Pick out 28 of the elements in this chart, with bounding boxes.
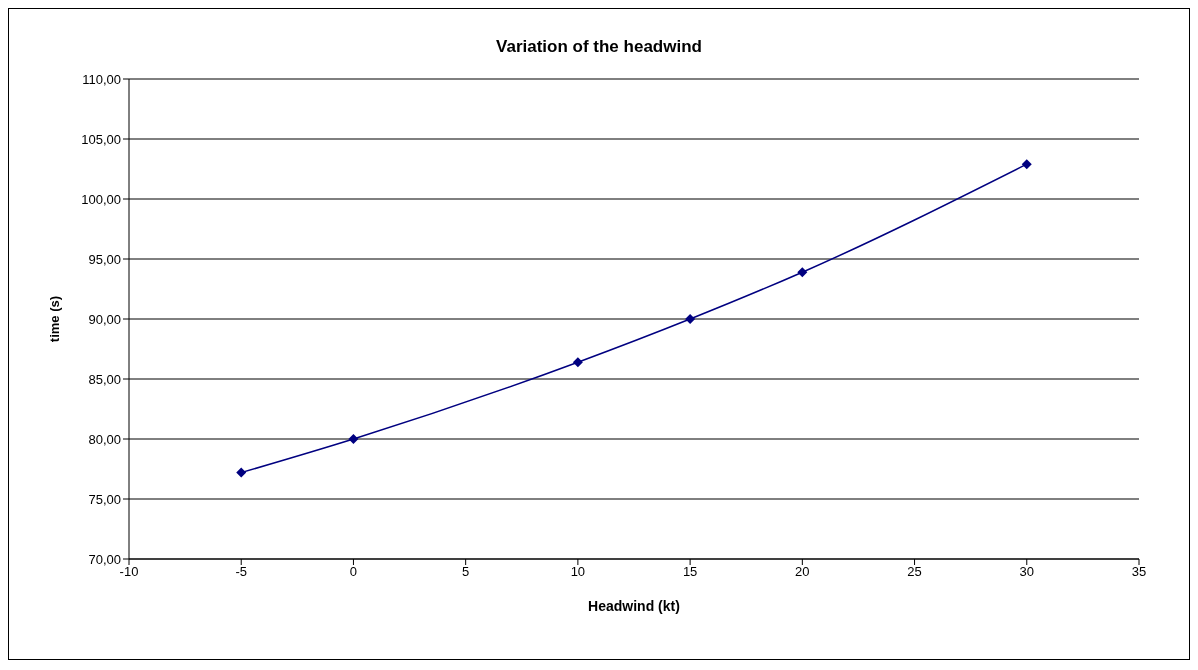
x-tick-label: 30 [1019,564,1035,580]
chart-title: Variation of the headwind [495,37,703,57]
point [572,357,583,368]
y-tick-label: 95,00 [88,251,121,267]
x-axis-title: Headwind (kt) [588,598,680,614]
x-tick-label: 0 [349,564,358,580]
y-axis-title: time (s) [46,295,62,343]
x-tick-label: -10 [119,564,139,580]
y-tick-label: 100,00 [81,191,121,207]
point [236,467,247,478]
y-tick-label: 105,00 [81,131,121,147]
y-tick-label: 85,00 [88,371,121,387]
x-tick-label: 20 [795,564,810,580]
point [685,314,696,324]
point [797,267,808,278]
y-tick-label: 75,00 [88,491,121,507]
y-tick-label: 110,00 [82,71,121,87]
x-tick-label: 35 [1131,564,1147,580]
x-tick-label: 10 [570,564,586,580]
x-tick-label: 5 [462,564,470,580]
x-tick-label: -5 [235,564,247,580]
y-tick-label: 90,00 [88,311,121,327]
y-tick-label: 70,00 [88,551,121,567]
point [348,434,359,444]
x-tick-label: 25 [907,564,922,580]
x-tick-label: 15 [682,564,698,580]
point [1021,159,1032,170]
y-tick-label: 80,00 [88,431,121,447]
